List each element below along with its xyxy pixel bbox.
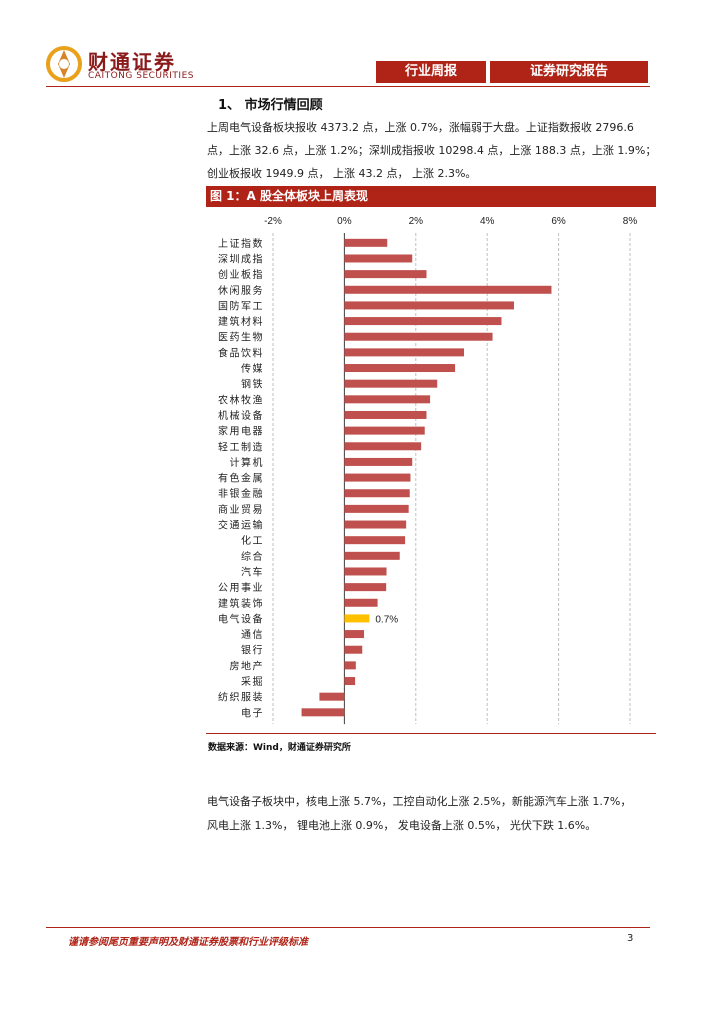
- section-title: 1、 市场行情回顾: [218, 98, 323, 113]
- category-label: 轻工制造: [218, 440, 264, 453]
- category-label: 机械设备: [218, 409, 264, 422]
- footer-divider: [46, 927, 650, 928]
- page-number: 3: [627, 933, 634, 944]
- bar: [344, 598, 378, 607]
- category-label: 电气设备: [218, 612, 264, 625]
- bar: [344, 567, 387, 576]
- logo: 财通证券 CAITONG SECURITIES: [46, 46, 206, 90]
- category-label: 传媒: [241, 363, 264, 375]
- figure-title: 图 1：A 股全体板块上周表现: [206, 186, 656, 206]
- bar: [344, 520, 407, 529]
- bar: [344, 457, 413, 466]
- category-label: 交通运输: [218, 519, 264, 532]
- bar: [344, 379, 438, 388]
- x-tick-label: 8%: [623, 216, 638, 227]
- bar: [344, 395, 431, 404]
- bar: [344, 317, 502, 326]
- category-label: 商业贸易: [218, 503, 264, 516]
- figure-source: 数据来源：Wind，财通证券研究所: [208, 743, 351, 753]
- category-label: 家用电器: [218, 425, 264, 438]
- category-label: 建筑材料: [218, 315, 264, 328]
- data-label: 0.7%: [375, 614, 398, 625]
- category-label: 通信: [241, 629, 264, 641]
- category-label: 采掘: [241, 675, 264, 688]
- category-label: 银行: [241, 644, 264, 657]
- report-type-badge: 行业周报: [376, 61, 486, 83]
- x-tick-label: 0%: [337, 216, 352, 227]
- category-label: 综合: [241, 550, 264, 563]
- category-label: 建筑装饰: [218, 597, 264, 610]
- bar: [344, 551, 400, 560]
- category-label: 深圳成指: [218, 252, 264, 265]
- figure-divider: [206, 206, 656, 207]
- logo-emblem-icon: [46, 46, 82, 82]
- category-label: 国防军工: [218, 299, 264, 312]
- bar: [344, 645, 363, 654]
- bar: [344, 583, 387, 592]
- bar: [344, 301, 514, 310]
- figure-divider: [206, 733, 656, 734]
- logo-text: 财通证券: [88, 50, 176, 74]
- category-label: 农林牧渔: [218, 393, 264, 406]
- footer-disclaimer: 谨请参阅尾页重要声明及财通证券股票和行业评级标准: [68, 937, 308, 948]
- header-divider: [46, 86, 650, 87]
- category-label: 计算机: [230, 456, 265, 469]
- category-label: 汽车: [241, 565, 264, 578]
- paragraph-line: 电气设备子板块中，核电上涨 5.7%，工控自动化上涨 2.5%，新能源汽车上涨 …: [207, 795, 632, 808]
- category-label: 钢铁: [241, 378, 264, 391]
- bar: [344, 254, 413, 263]
- logo-subtext: CAITONG SECURITIES: [88, 71, 194, 81]
- bar: [344, 489, 410, 498]
- bar: [344, 364, 456, 373]
- x-tick-label: -2%: [264, 216, 282, 227]
- paragraph-line: 风电上涨 1.3%， 锂电池上涨 0.9%， 发电设备上涨 0.5%， 光伏下跌…: [207, 819, 597, 832]
- paragraph-line: 点，上涨 32.6 点，上涨 1.2%；深圳成指报收 10298.4 点，上涨 …: [207, 144, 657, 157]
- category-label: 纺织服装: [218, 691, 264, 704]
- bar: [344, 614, 370, 623]
- category-label: 公用事业: [218, 581, 264, 594]
- bar: [344, 332, 493, 341]
- x-tick-label: 2%: [409, 216, 424, 227]
- category-label: 电子: [241, 706, 264, 719]
- category-label: 上证指数: [218, 237, 264, 250]
- x-tick-label: 4%: [480, 216, 495, 227]
- category-label: 医药生物: [218, 331, 264, 344]
- bar: [344, 285, 552, 294]
- bar: [344, 630, 365, 639]
- bar: [344, 410, 427, 419]
- bar: [344, 270, 427, 279]
- bar: [344, 661, 356, 670]
- bar: [344, 426, 425, 435]
- category-label: 食品饮料: [218, 346, 264, 359]
- bar: [344, 677, 356, 686]
- report-category-badge: 证券研究报告: [490, 61, 648, 83]
- bar: [319, 692, 345, 701]
- paragraph-line: 创业板报收 1949.9 点， 上涨 43.2 点， 上涨 2.3%。: [207, 167, 477, 180]
- bar: [344, 348, 464, 357]
- bar-chart: -2% 0% 2% 4% 6% 8% 上证指数深圳成指创业板指休闲服务国防军工建筑材料医药生…: [218, 216, 638, 725]
- bar: [344, 473, 411, 482]
- category-label: 化工: [241, 534, 264, 547]
- x-tick-label: 6%: [551, 216, 566, 227]
- category-label: 非银金融: [218, 487, 264, 500]
- category-label: 休闲服务: [218, 284, 264, 297]
- bar: [344, 504, 409, 513]
- category-label: 房地产: [230, 659, 265, 672]
- category-label: 有色金属: [218, 472, 264, 485]
- bar: [344, 238, 388, 247]
- bar: [344, 536, 406, 545]
- category-label: 创业板指: [218, 268, 264, 281]
- bar: [301, 708, 345, 717]
- paragraph-line: 上周电气设备板块报收 4373.2 点，上涨 0.7%，涨幅弱于大盘。上证指数报…: [207, 121, 634, 134]
- bar: [344, 442, 422, 451]
